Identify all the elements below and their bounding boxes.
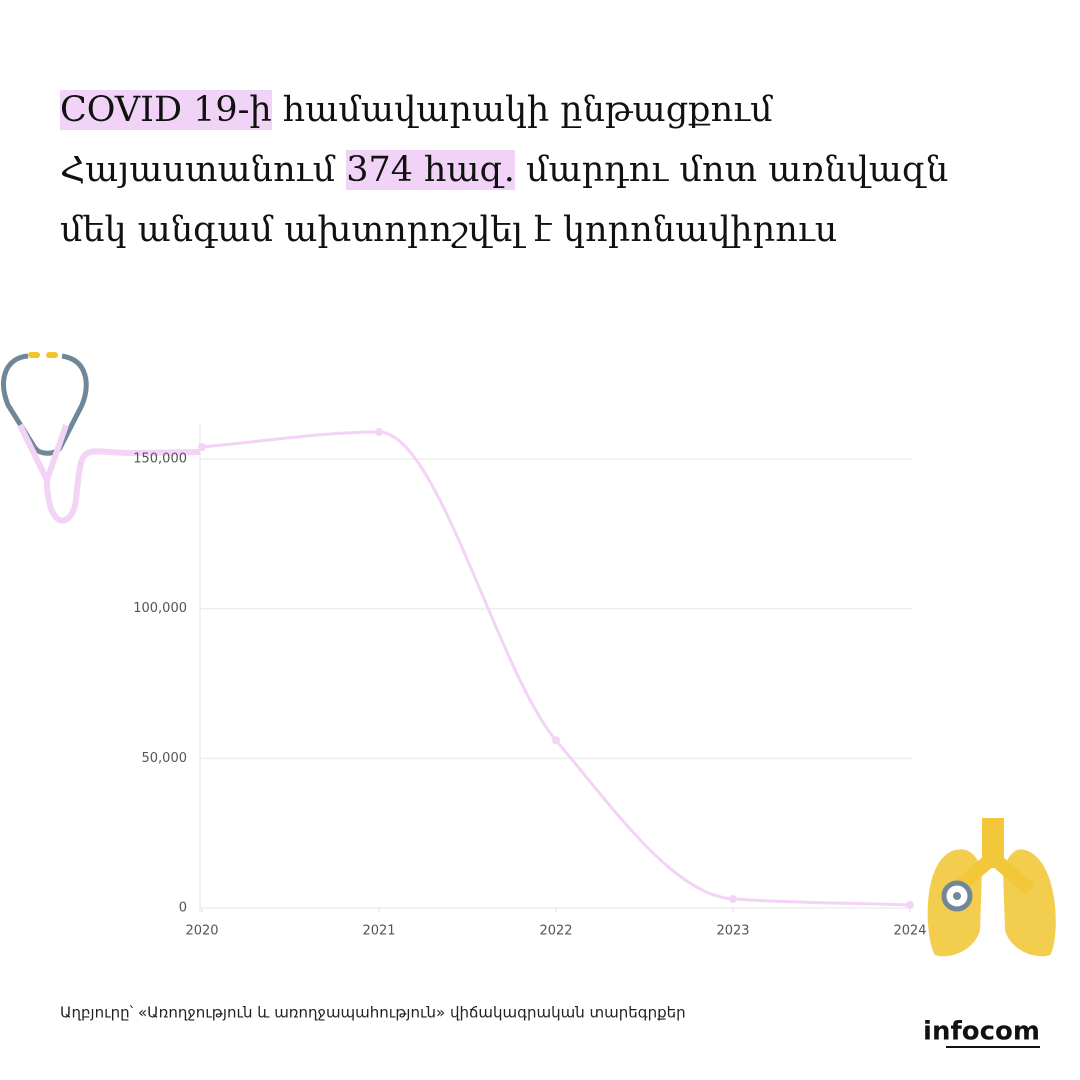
x-tick-label: 2022: [539, 924, 572, 939]
data-point: [375, 427, 383, 436]
data-point: [198, 442, 206, 451]
y-tick-label: 0: [179, 901, 187, 916]
data-point: [552, 736, 560, 745]
title-part: մարդու մոտ առնվազն մեկ անգամ ախտորոշվել …: [60, 150, 949, 250]
brand-logo: infocom: [923, 1017, 1040, 1047]
data-point: [906, 901, 914, 910]
x-tick-label: 2024: [893, 924, 926, 939]
data-point: [729, 895, 737, 904]
data-line: [201, 430, 911, 907]
x-tick-label: 2020: [185, 924, 218, 939]
chart-title: COVID 19-ի համավարակի ընթացքում Հայաստան…: [60, 80, 980, 260]
title-part: COVID 19-ի: [60, 90, 272, 130]
title-part: 374 հազ.: [346, 150, 515, 190]
title-part: համավարակի ընթացքում Հայաստանում: [60, 90, 773, 190]
y-tick-label: 150,000: [133, 451, 187, 466]
source-note: Աղբյուրը՝ «Առողջություն և առողջապահությո…: [60, 1004, 686, 1022]
y-tick-label: 100,000: [133, 601, 187, 616]
x-tick-label: 2023: [716, 924, 749, 939]
lungs: [927, 818, 1056, 957]
stethoscope: [1, 352, 201, 524]
x-tick-label: 2021: [362, 924, 395, 939]
y-tick-label: 50,000: [142, 751, 188, 766]
